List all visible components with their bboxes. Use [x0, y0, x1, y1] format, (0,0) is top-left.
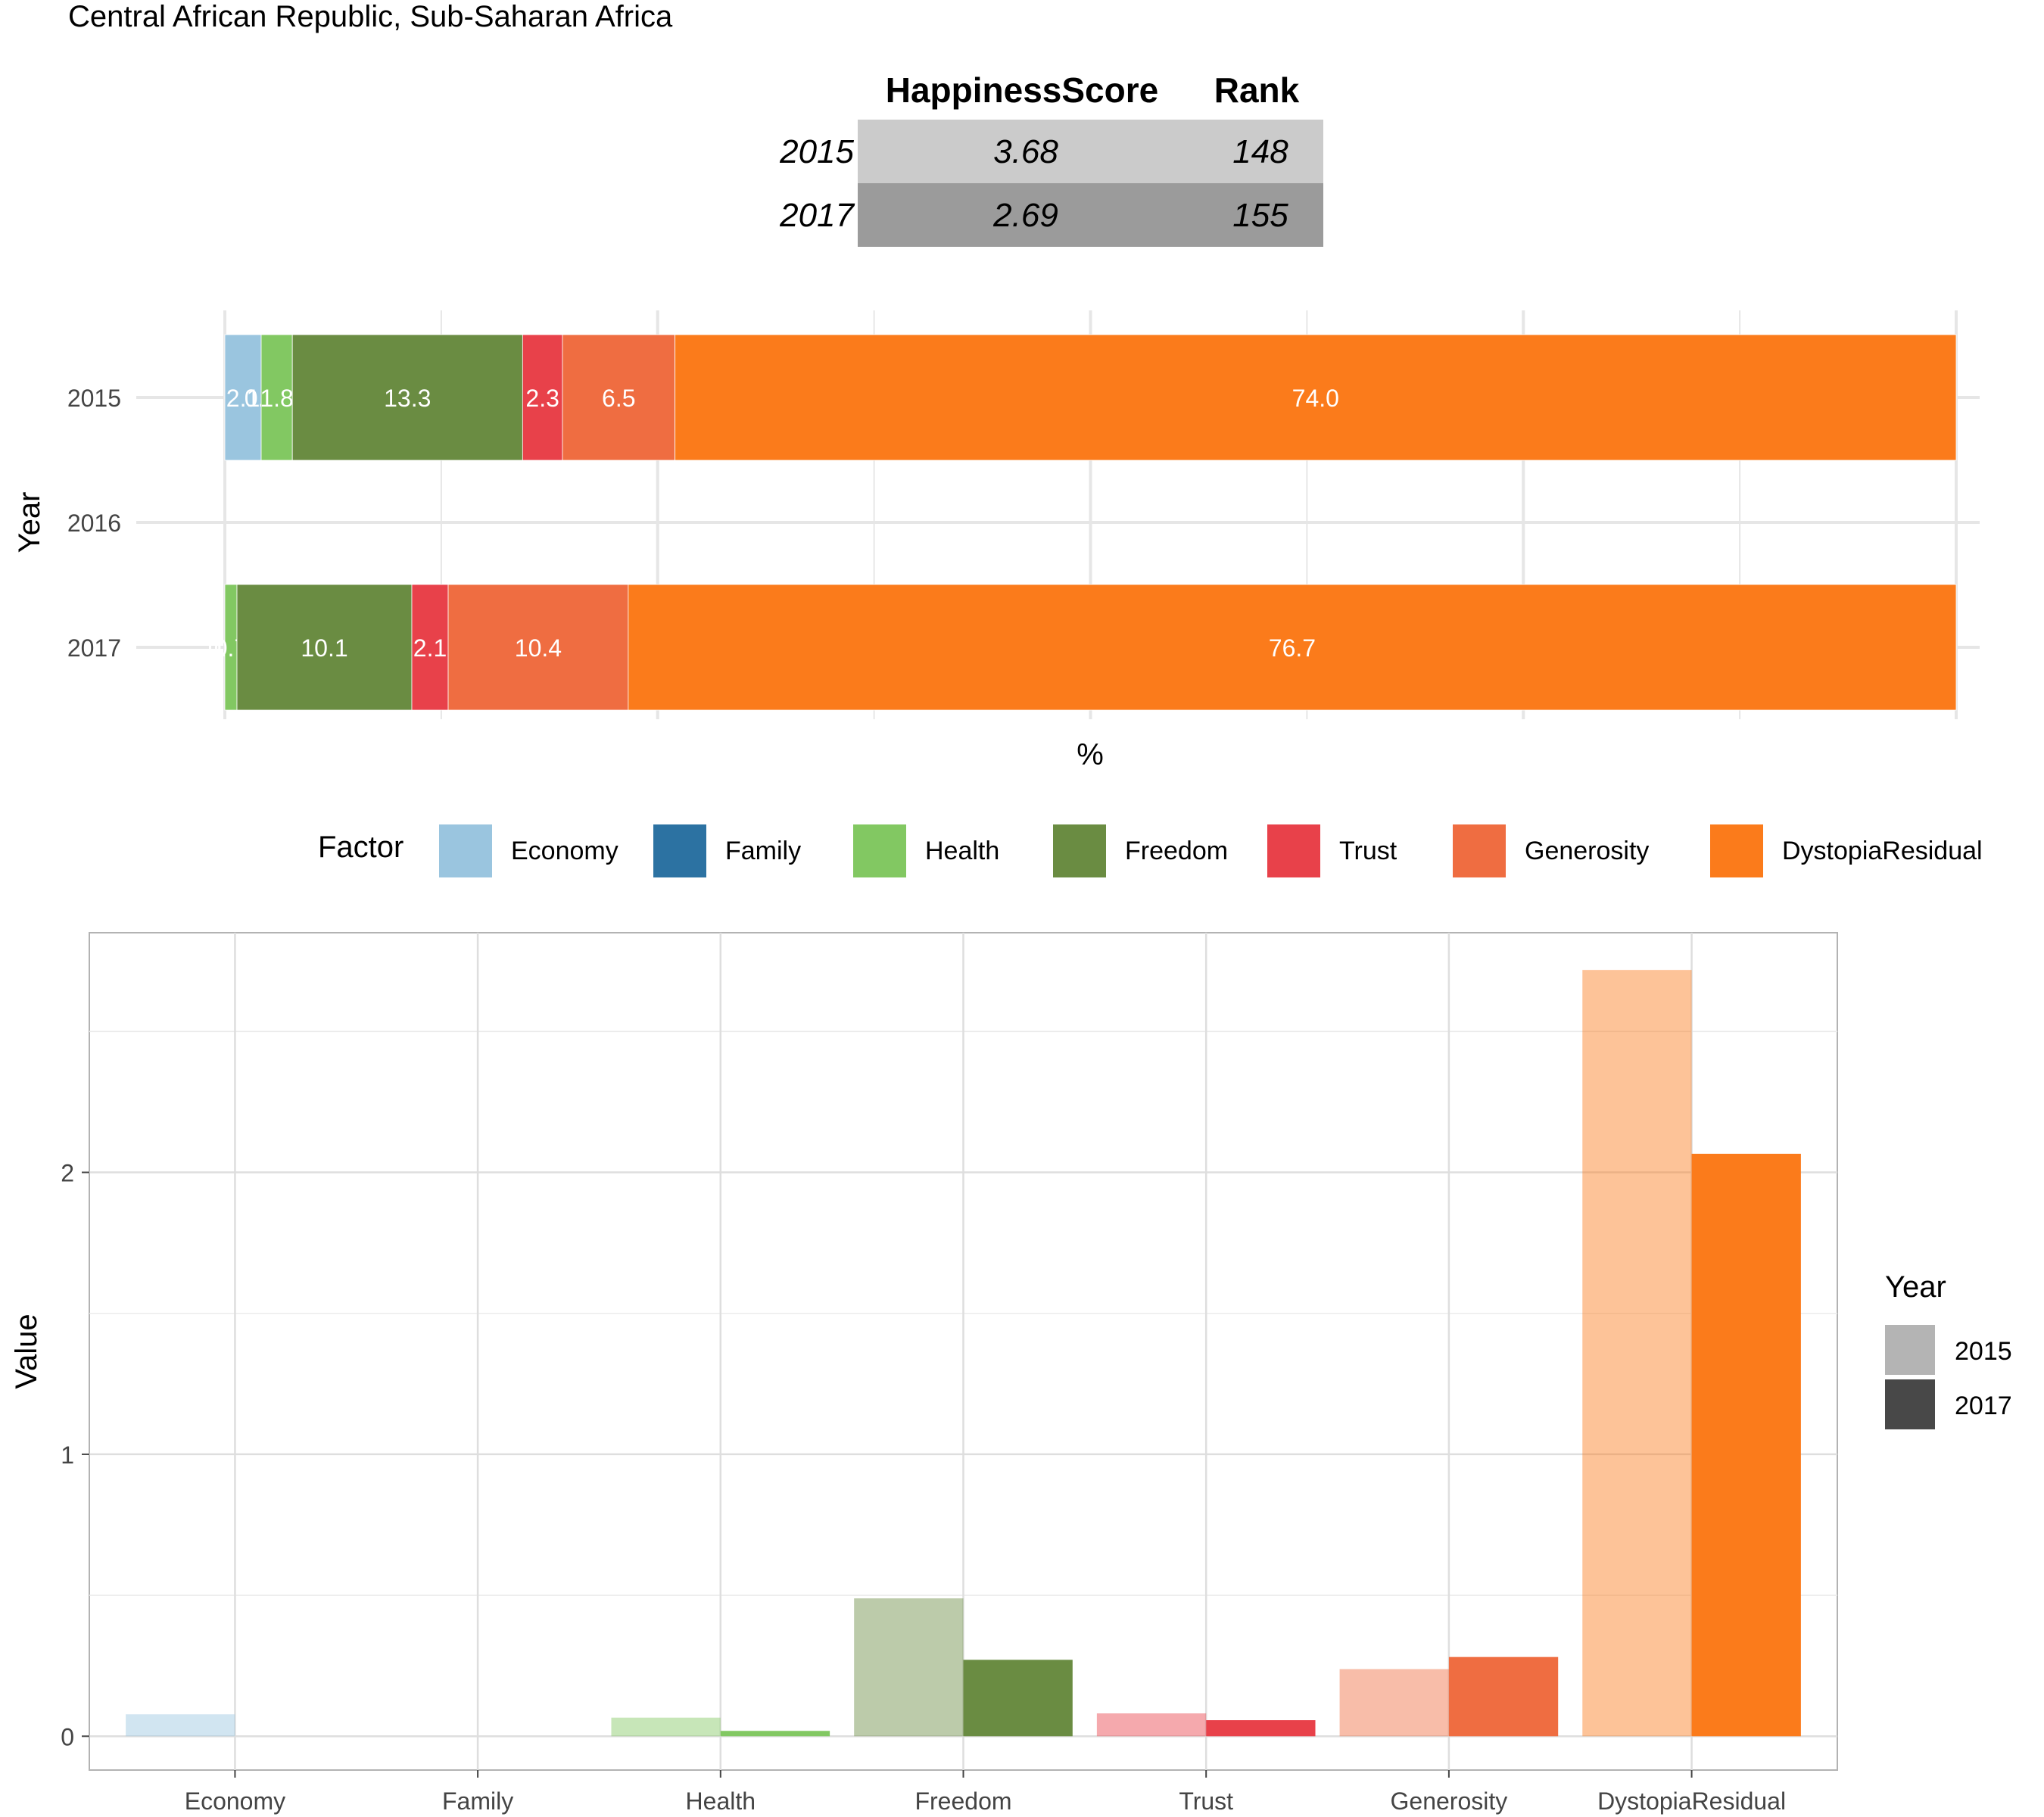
table-cell-rank: 148	[1232, 133, 1288, 170]
bar	[1691, 1153, 1801, 1737]
bar	[1582, 970, 1692, 1737]
legend-key	[1885, 1325, 1935, 1375]
y-tick-label: 2016	[67, 510, 121, 537]
legend-key	[853, 824, 906, 877]
bar-segment	[236, 584, 413, 711]
x-axis-title: %	[1077, 738, 1104, 771]
table-header-score: HappinessScore	[885, 70, 1159, 110]
bar-segment	[562, 334, 676, 461]
bar-segment	[411, 584, 449, 711]
bar	[611, 1717, 721, 1737]
y-tick-label: 2017	[67, 634, 121, 662]
legend-label: Economy	[511, 837, 618, 865]
legend-title: Year	[1885, 1270, 1946, 1304]
legend-key	[439, 824, 492, 877]
stacked-bar-chart: 2015201620172.10.01.813.32.36.574.00.00.…	[13, 310, 1980, 771]
legend-key	[1885, 1379, 1935, 1429]
legend-key	[1453, 824, 1506, 877]
y-tick-label: 0	[61, 1723, 74, 1750]
bar	[1448, 1656, 1559, 1737]
legend-key	[1710, 824, 1763, 877]
legend-title: Factor	[318, 831, 404, 864]
bar-segment-label: 76.7	[1269, 634, 1316, 662]
bar-segment-label: 74.0	[1292, 385, 1339, 412]
bar	[1096, 1713, 1207, 1737]
bar-segment-label: 2.1	[226, 385, 260, 412]
table-cell-score: 2.69	[993, 197, 1058, 234]
bar-segment	[447, 584, 629, 711]
legend-label: Family	[725, 837, 802, 865]
legend-label: Freedom	[1125, 837, 1229, 865]
bar-segment-label: 13.3	[384, 385, 431, 412]
bar-segment-label: 2.3	[525, 385, 559, 412]
y-axis-title: Value	[10, 1314, 43, 1388]
legend-label: Generosity	[1525, 837, 1650, 865]
x-tick-label: Economy	[185, 1787, 285, 1815]
x-tick-label: Trust	[1179, 1787, 1233, 1815]
bar	[963, 1660, 1073, 1737]
bar-segment	[675, 334, 1957, 461]
bar	[720, 1731, 830, 1737]
bar	[854, 1598, 964, 1737]
table-row-label: 2017	[780, 197, 854, 234]
bar-segment-label: 1.8	[260, 385, 293, 412]
grouped-bar-chart: 0 1 2 Economy Family Health Freedom Trust Genero…	[10, 932, 1838, 1815]
legend-label: Trust	[1339, 837, 1397, 865]
table-row-label: 2015	[780, 133, 854, 170]
legend-label: 2017	[1955, 1392, 2012, 1420]
bar	[1206, 1720, 1316, 1737]
legend-label: Health	[925, 837, 1000, 865]
bar	[126, 1714, 235, 1737]
bar-segment	[628, 584, 1957, 711]
x-tick-label: Health	[686, 1787, 756, 1815]
legend-label: DystopiaResidual	[1782, 837, 1983, 865]
y-tick-label: 2	[61, 1160, 74, 1187]
bar-segment	[260, 334, 293, 461]
table-cell-rank: 155	[1232, 197, 1288, 234]
legend-label: 2015	[1955, 1337, 2012, 1366]
bar-segment	[224, 334, 262, 461]
bar-segment-label: 10.1	[301, 634, 347, 662]
bar-segment-label: 10.4	[515, 634, 562, 662]
y-tick-label: 2015	[67, 385, 121, 412]
table-row-bg	[858, 183, 1323, 247]
bar	[1339, 1669, 1449, 1737]
x-tick-label: Freedom	[915, 1787, 1011, 1815]
table-row-bg	[858, 120, 1323, 183]
bar-segment	[522, 334, 563, 461]
y-tick-label: 1	[61, 1441, 74, 1469]
table-header-rank: Rank	[1214, 70, 1300, 110]
legend-key	[1053, 824, 1106, 877]
legend-key	[1267, 824, 1320, 877]
bar-segment-label: 2.1	[413, 634, 447, 662]
table-cell-score: 3.68	[993, 133, 1058, 170]
page-title: Central African Republic, Sub-Saharan Af…	[68, 0, 673, 33]
legend-key	[653, 824, 706, 877]
y-axis-title: Year	[13, 492, 46, 553]
x-tick-label: Generosity	[1391, 1787, 1508, 1815]
x-tick-label: DystopiaResidual	[1597, 1787, 1786, 1815]
x-tick-label: Family	[442, 1787, 513, 1815]
bar-segment-label: 6.5	[602, 385, 635, 412]
